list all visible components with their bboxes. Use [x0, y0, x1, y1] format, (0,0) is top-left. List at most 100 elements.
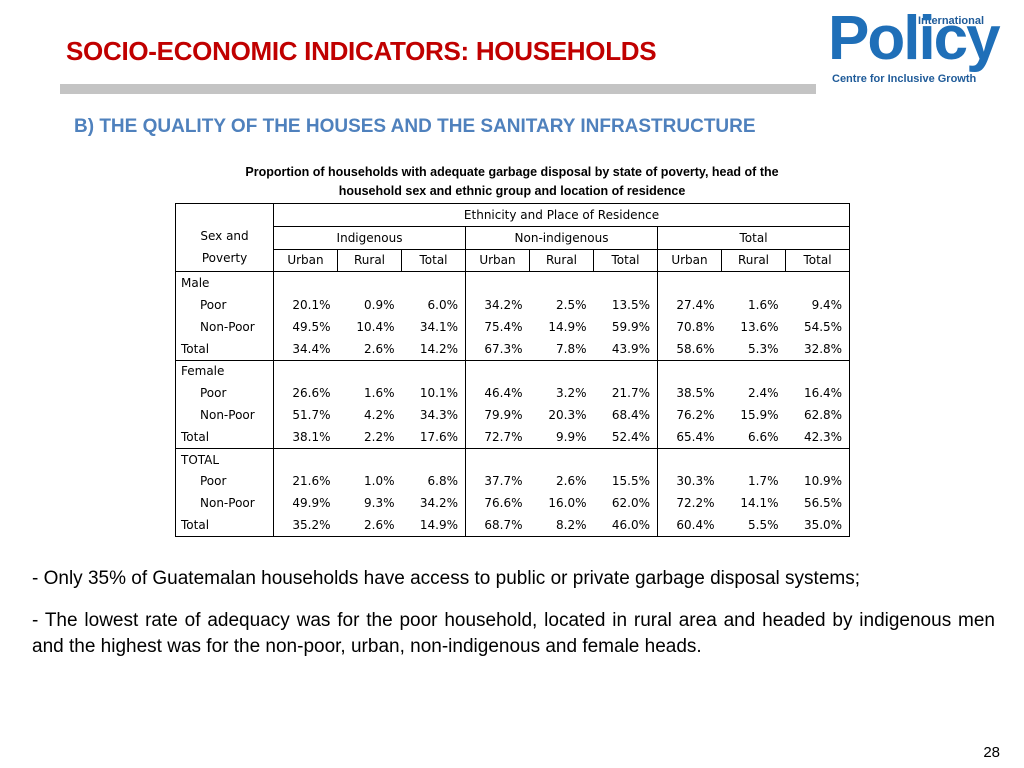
header-subcol: Total	[593, 248, 658, 273]
row-header-line-1: Sex and	[200, 228, 249, 243]
header-subcol: Total	[401, 248, 466, 273]
table-cell: 2.6%	[337, 514, 402, 537]
table-cell: 1.0%	[364, 474, 395, 489]
table-cell: 6.8%	[401, 470, 466, 493]
table-cell: 34.4%	[273, 337, 338, 361]
table-cell: 20.3%	[548, 408, 587, 423]
table-cell-empty	[721, 447, 786, 471]
table-cell: 1.6%	[748, 298, 779, 313]
table-cell: 4.2%	[364, 408, 395, 423]
findings-text: - Only 35% of Guatemalan households have…	[32, 566, 995, 676]
row-label: Total	[175, 337, 274, 361]
table-cell: 2.2%	[337, 425, 402, 449]
table-row: TOTAL	[175, 447, 851, 471]
table-cell: 16.0%	[548, 496, 587, 511]
row-label: Poor	[175, 294, 274, 316]
title-divider	[60, 84, 816, 94]
finding-2: - The lowest rate of adequacy was for th…	[32, 610, 995, 657]
table-cell: 58.6%	[657, 337, 722, 361]
table-cell-empty	[337, 271, 402, 295]
table-cell: 1.6%	[364, 386, 395, 401]
table-cell: 46.4%	[484, 386, 523, 401]
table-row: Poor 26.6% 1.6% 10.1% 46.4% 3.2% 21.7% 38.5% 2.4…	[175, 382, 851, 405]
table-row: Non-Poor 49.9% 9.3% 34.2% 76.6% 16.0% 62.0% 72.…	[175, 492, 851, 515]
row-label: Total	[175, 514, 274, 537]
table-cell: 5.5%	[721, 514, 786, 537]
table-cell: 70.8%	[676, 319, 715, 334]
table-cell-empty	[593, 447, 658, 471]
table-row: Female	[175, 359, 851, 383]
table-caption-line-2: household sex and ethnic group and locat…	[338, 184, 686, 198]
table-cell: 34.2%	[484, 298, 523, 313]
table-caption-line-1: Proportion of households with adequate g…	[245, 165, 779, 179]
table-cell: 6.0%	[401, 294, 466, 316]
table-cell: 13.5%	[593, 294, 658, 316]
table-cell-empty	[593, 271, 658, 295]
table-cell: 17.6%	[401, 425, 466, 449]
table-row: Male	[175, 271, 851, 295]
table-row: Total 34.4% 2.6% 14.2% 67.3% 7.8% 43.9% 58.6% 5.…	[175, 337, 851, 361]
table-cell-empty	[529, 271, 594, 295]
table-cell: 37.7%	[484, 474, 523, 489]
section-subtitle: B) THE QUALITY OF THE HOUSES AND THE SAN…	[74, 116, 756, 137]
table-cell: 9.3%	[364, 496, 395, 511]
header-group-non-indigenous: Non-indigenous	[465, 225, 658, 250]
table-row: Total 38.1% 2.2% 17.6% 72.7% 9.9% 52.4% 65.4% 6.…	[175, 425, 851, 449]
table-cell: 0.9%	[364, 298, 395, 313]
table-row: Poor 21.6% 1.0% 6.8% 37.7% 2.6% 15.5% 30.3% 1.7%…	[175, 470, 851, 493]
logo-wordmark: Policy	[828, 4, 1001, 73]
slide-title: SOCIO-ECONOMIC INDICATORS: HOUSEHOLDS	[66, 36, 657, 66]
table-cell: 34.1%	[401, 315, 466, 338]
table-cell: 2.6%	[556, 474, 587, 489]
table-cell-empty	[273, 447, 338, 471]
table-cell: 14.9%	[548, 319, 587, 334]
page-number: 28	[983, 744, 1000, 761]
table-cell: 2.4%	[748, 386, 779, 401]
row-header-line-2: Poverty	[201, 250, 248, 265]
table-cell: 76.2%	[676, 408, 715, 423]
table-cell: 68.4%	[593, 404, 658, 426]
finding-1: - Only 35% of Guatemalan households have…	[32, 568, 861, 589]
table-cell-empty	[401, 447, 466, 471]
table-cell: 34.3%	[401, 404, 466, 426]
table-row: Poor 20.1% 0.9% 6.0% 34.2% 2.5% 13.5% 27.4% 1.6%…	[175, 294, 851, 316]
row-label: Total	[175, 425, 274, 449]
header-subcol: Urban	[465, 248, 530, 273]
garbage-disposal-table: Sex and Poverty Ethnicity and Place of R…	[175, 202, 851, 537]
table-cell: 38.5%	[676, 386, 715, 401]
header-subcol: Rural	[721, 248, 786, 273]
table-cell-empty	[337, 447, 402, 471]
header-subcol: Rural	[529, 248, 594, 273]
table-cell: 10.9%	[785, 470, 851, 493]
row-label: Non-Poor	[175, 492, 274, 515]
table-cell: 21.7%	[593, 382, 658, 405]
table-cell-empty	[657, 359, 722, 383]
table-cell: 49.9%	[292, 496, 331, 511]
table-cell: 52.4%	[593, 425, 658, 449]
table-row: Non-Poor 51.7% 4.2% 34.3% 79.9% 20.3% 68.4% 76.…	[175, 404, 851, 426]
table-cell-empty	[721, 271, 786, 295]
table-cell: 13.6%	[740, 319, 779, 334]
table-cell-empty	[273, 359, 338, 383]
table-cell-empty	[721, 359, 786, 383]
table-cell-empty	[401, 271, 466, 295]
table-cell: 46.0%	[593, 514, 658, 537]
table-cell: 10.4%	[356, 319, 395, 334]
table-cell: 2.5%	[556, 298, 587, 313]
table-cell-empty	[529, 447, 594, 471]
header-group-indigenous: Indigenous	[273, 225, 466, 250]
table-cell: 72.7%	[465, 425, 530, 449]
table-cell: 10.1%	[401, 382, 466, 405]
table-cell: 5.3%	[721, 337, 786, 361]
table-cell: 43.9%	[593, 337, 658, 361]
table-cell: 62.8%	[785, 404, 851, 426]
header-subcol: Urban	[273, 248, 338, 273]
table-cell: 6.6%	[721, 425, 786, 449]
table-cell: 75.4%	[484, 319, 523, 334]
table-cell: 1.7%	[748, 474, 779, 489]
row-label: Non-Poor	[175, 404, 274, 426]
table-caption: Proportion of households with adequate g…	[176, 163, 848, 201]
table-cell: 35.0%	[785, 514, 851, 537]
table-cell-empty	[657, 271, 722, 295]
table-cell-empty	[529, 359, 594, 383]
